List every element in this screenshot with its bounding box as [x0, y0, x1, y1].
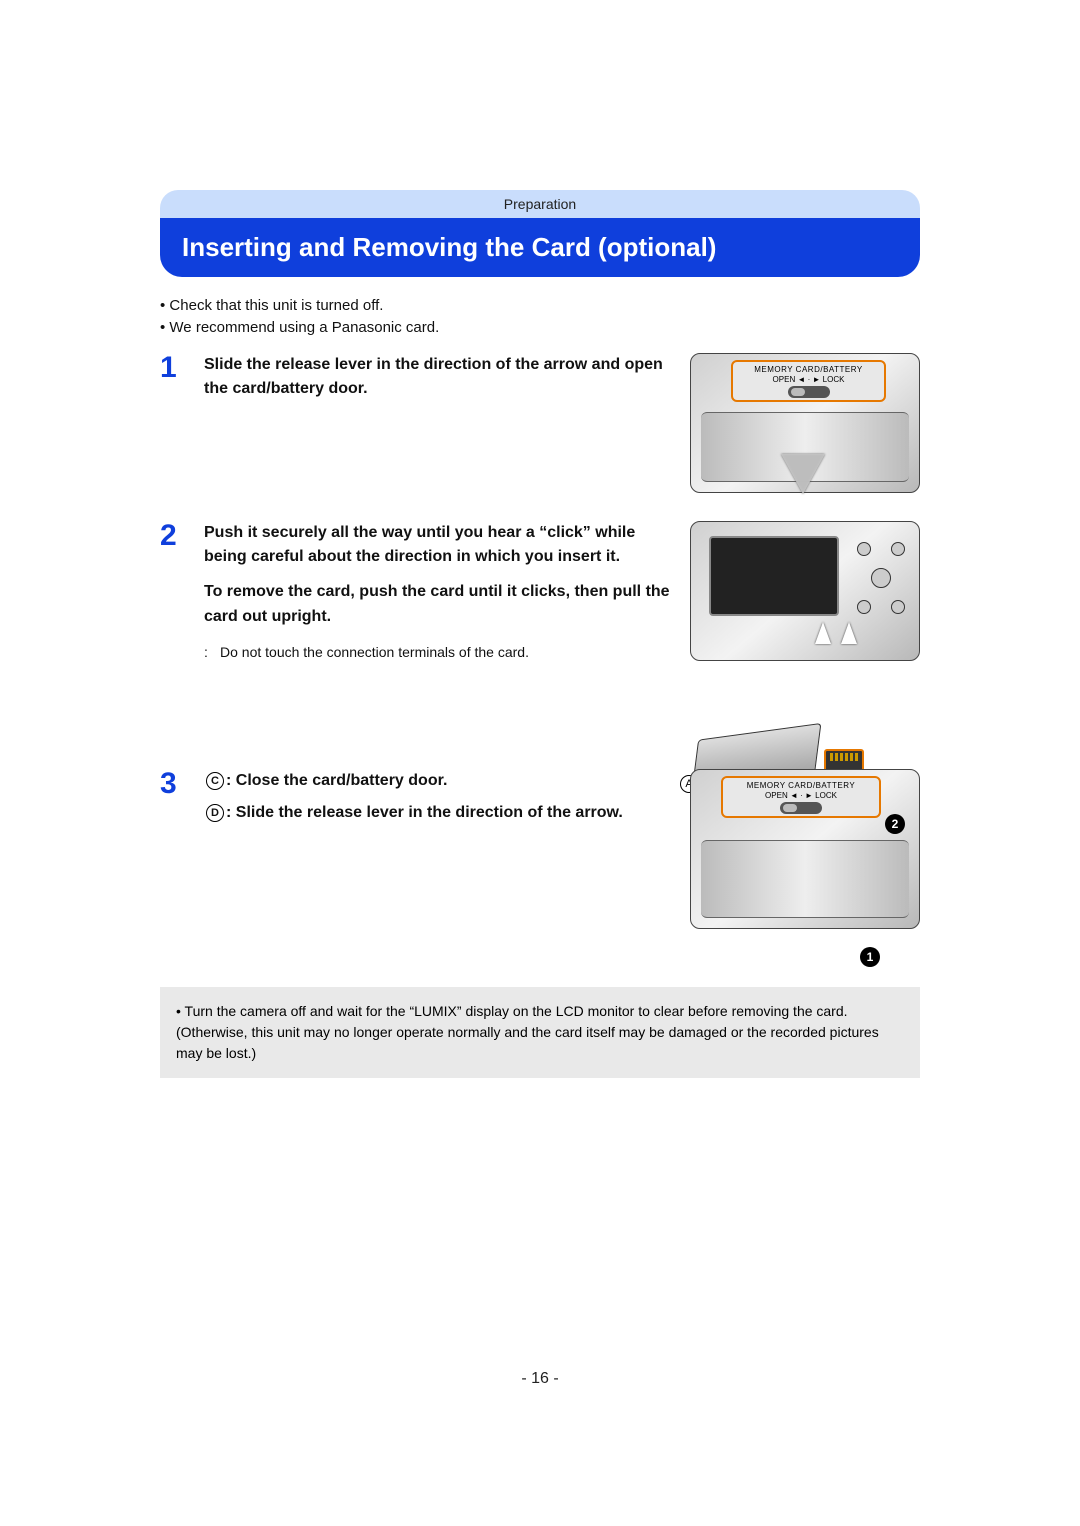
step-number: 1 — [160, 353, 190, 383]
right-arrow-icon: ► — [805, 791, 815, 800]
lock-label: LOCK — [823, 375, 845, 384]
control-button-icon — [891, 600, 905, 614]
open-arrow-icon — [781, 454, 825, 494]
lock-label: LOCK — [815, 791, 837, 800]
step-3-c-text: : Close the card/battery door. — [226, 772, 447, 789]
camera-illustration: MEMORY CARD/BATTERY OPEN ◄ · ► LOCK — [690, 769, 920, 929]
step-3-text: C: Close the card/battery door. D: Slide… — [204, 769, 672, 827]
step-1: 1 Slide the release lever in the directi… — [160, 353, 920, 493]
step-2-bold-a: Push it securely all the way until you h… — [204, 521, 672, 571]
lever-slider-icon — [780, 802, 822, 814]
switch-title: MEMORY CARD/BATTERY — [733, 365, 884, 374]
step-3-figure: MEMORY CARD/BATTERY OPEN ◄ · ► LOCK — [690, 769, 920, 959]
left-arrow-icon: ◄ — [797, 375, 807, 384]
camera-illustration — [690, 521, 920, 661]
release-lever-callout: MEMORY CARD/BATTERY OPEN ◄ · ► LOCK — [731, 360, 886, 402]
lever-slider-icon — [788, 386, 830, 398]
steps-container: 1 Slide the release lever in the directi… — [160, 353, 920, 959]
step-1-text: Slide the release lever in the direction… — [204, 353, 672, 403]
step-2-text: Push it securely all the way until you h… — [204, 521, 672, 664]
step-number: 3 — [160, 769, 190, 799]
step-1-figure: MEMORY CARD/BATTERY OPEN ◄ · ► LOCK — [690, 353, 920, 493]
switch-title: MEMORY CARD/BATTERY — [723, 781, 879, 790]
control-button-icon — [857, 542, 871, 556]
step-2-subnote: Do not touch the connection terminals of… — [204, 642, 672, 664]
marker-1: 1 — [860, 947, 880, 967]
step-2-figure: A — [690, 521, 920, 741]
camera-controls — [857, 542, 905, 614]
step-3-line-d: D: Slide the release lever in the direct… — [204, 801, 672, 826]
camera-edge — [701, 840, 909, 918]
step-3: 3 C: Close the card/battery door. D: Sli… — [160, 769, 920, 959]
step-1-bold: Slide the release lever in the direction… — [204, 356, 663, 398]
page-number: - 16 - — [0, 1370, 1080, 1388]
warning-note: Turn the camera off and wait for the “LU… — [160, 987, 920, 1078]
step-3-line-c: C: Close the card/battery door. — [204, 769, 672, 794]
release-lever-callout: MEMORY CARD/BATTERY OPEN ◄ · ► LOCK — [721, 776, 881, 818]
intro-note-1: Check that this unit is turned off. — [160, 295, 920, 317]
left-arrow-icon: ◄ — [790, 791, 800, 800]
open-label: OPEN — [773, 375, 796, 384]
insert-arrows — [811, 622, 871, 658]
step-2-bold-b: To remove the card, push the card until … — [204, 580, 672, 630]
letter-d-icon: D — [206, 804, 224, 822]
marker-2: 2 — [885, 814, 905, 834]
intro-notes: Check that this unit is turned off. We r… — [160, 295, 920, 339]
lcd-screen — [709, 536, 839, 616]
control-button-icon — [891, 542, 905, 556]
dpad-icon — [871, 568, 891, 588]
up-arrow-icon — [815, 622, 831, 644]
control-button-icon — [857, 600, 871, 614]
warning-text: Turn the camera off and wait for the “LU… — [176, 1003, 879, 1061]
switch-labels: OPEN ◄ · ► LOCK — [723, 791, 879, 800]
camera-illustration: MEMORY CARD/BATTERY OPEN ◄ · ► LOCK — [690, 353, 920, 493]
letter-c-icon: C — [206, 772, 224, 790]
switch-labels: OPEN ◄ · ► LOCK — [733, 375, 884, 384]
step-3-d-text: : Slide the release lever in the directi… — [226, 804, 623, 821]
intro-note-2: We recommend using a Panasonic card. — [160, 317, 920, 339]
breadcrumb: Preparation — [160, 190, 920, 218]
step-2: 2 Push it securely all the way until you… — [160, 521, 920, 741]
right-arrow-icon: ► — [813, 375, 823, 384]
step-number: 2 — [160, 521, 190, 551]
up-arrow-icon — [841, 622, 857, 644]
manual-page: Preparation Inserting and Removing the C… — [0, 0, 1080, 1138]
page-title: Inserting and Removing the Card (optiona… — [160, 218, 920, 277]
open-label: OPEN — [765, 791, 788, 800]
